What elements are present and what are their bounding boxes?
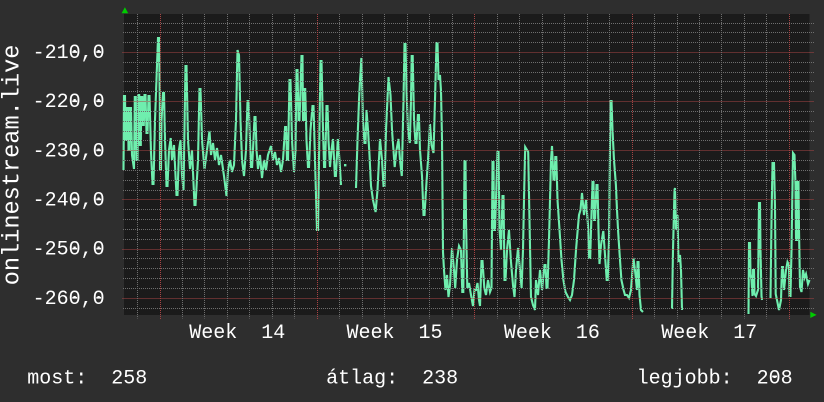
svg-text:-260,0: -260,0 — [33, 288, 105, 311]
svg-text:Week 14: Week 14 — [189, 322, 285, 345]
svg-text:onlinestream.live: onlinestream.live — [0, 45, 27, 286]
svg-text:legjobb: 208: legjobb: 208 — [637, 367, 793, 390]
svg-text:-250,0: -250,0 — [33, 239, 105, 262]
svg-text:Week 15: Week 15 — [346, 322, 442, 345]
svg-text:átlag: 238: átlag: 238 — [326, 367, 458, 390]
svg-text:Week 16: Week 16 — [504, 322, 600, 345]
svg-text:-240,0: -240,0 — [33, 189, 105, 212]
svg-text:-210,0: -210,0 — [33, 42, 105, 65]
svg-text:most: 258: most: 258 — [27, 367, 147, 390]
svg-text:-220,0: -220,0 — [33, 91, 105, 114]
svg-text:Week 17: Week 17 — [661, 322, 757, 345]
svg-text:-230,0: -230,0 — [33, 140, 105, 163]
